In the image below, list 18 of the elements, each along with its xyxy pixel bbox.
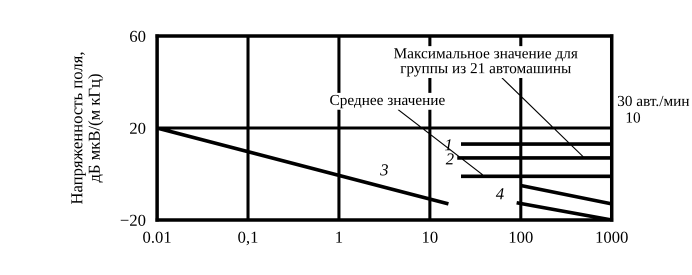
- annotation: Среднее значение: [330, 94, 445, 108]
- x-tick-label: 0.01: [143, 232, 171, 243]
- series-label: 3: [380, 164, 388, 176]
- annotation: Максимальное значение для группы из 21 автомашины: [394, 48, 578, 76]
- y-axis-title: Напряженность поля, дБ мкВ/(м кГц): [71, 52, 104, 204]
- y-tick-label: 20: [130, 122, 146, 134]
- text: 30 авт./мин: [618, 96, 690, 106]
- x-tick-label: 1000: [596, 232, 628, 243]
- text: 10: [626, 112, 640, 123]
- series-label: 2: [446, 153, 454, 164]
- series-label: 4: [496, 188, 504, 200]
- y-tick-label: −20: [120, 214, 146, 226]
- x-tick-label: 100: [510, 232, 533, 243]
- x-tick-label: 0,1: [238, 232, 258, 246]
- x-tick-label: 1: [336, 232, 342, 243]
- x-tick-label: 10: [423, 232, 438, 243]
- y-tick-label: 60: [130, 30, 146, 42]
- series-label: 1: [444, 139, 451, 150]
